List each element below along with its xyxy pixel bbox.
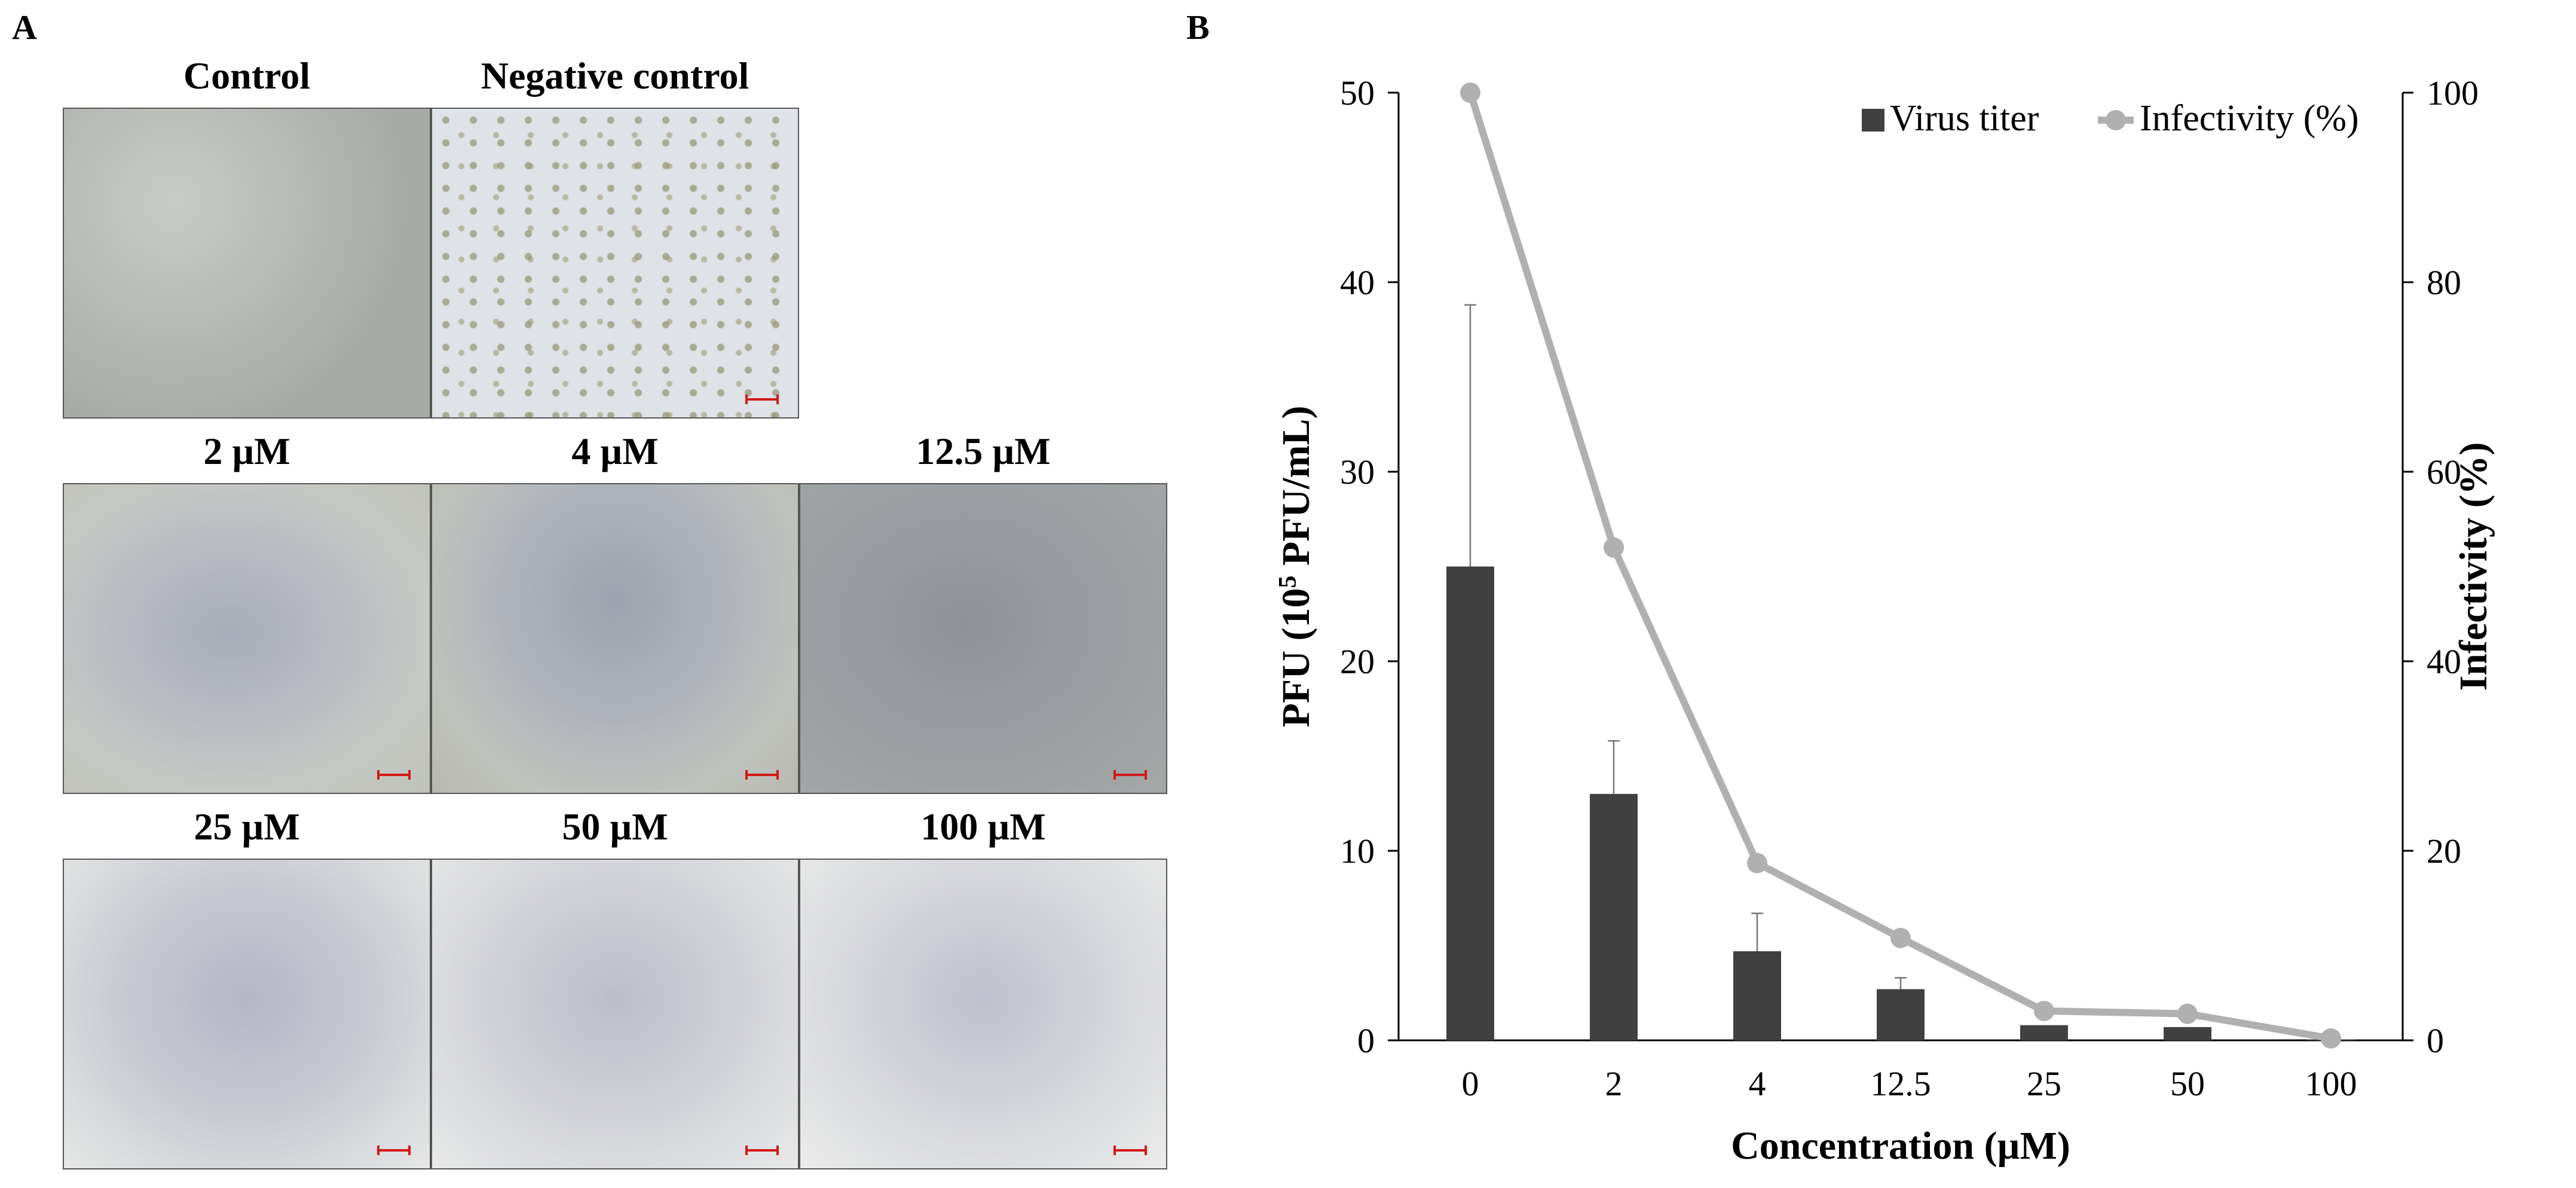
right-y-tick-label: 40 (2427, 642, 2461, 681)
virus-titer-bar (2020, 1025, 2068, 1040)
right-y-tick-label: 80 (2427, 263, 2461, 302)
infectivity-point (2034, 1000, 2054, 1021)
micrograph-image (799, 859, 1167, 1169)
x-tick-label: 50 (2170, 1064, 2205, 1103)
left-y-tick-label: 40 (1340, 263, 1375, 302)
legend-infectivity-marker (2106, 110, 2126, 130)
x-tick-label: 25 (2027, 1064, 2061, 1103)
left-y-tick-label: 30 (1340, 453, 1375, 491)
micrograph-label: Negative control (481, 54, 749, 97)
virus-titer-bar (2164, 1027, 2211, 1040)
right-y-tick-label: 100 (2427, 74, 2479, 112)
infectivity-point (1460, 83, 1480, 103)
infectivity-point (1604, 537, 1624, 558)
micrograph-label: 12.5 µM (916, 430, 1051, 472)
micrograph-label: 50 µM (562, 805, 668, 848)
micrograph-label: 2 µM (203, 430, 290, 472)
scale-bar (1113, 770, 1147, 780)
micrograph-image (799, 483, 1167, 794)
micrograph-image (431, 483, 799, 794)
virus-titer-bar (1733, 951, 1781, 1040)
scale-bar (745, 770, 779, 780)
panel-a-letter: A (12, 8, 37, 47)
infectivity-point (2177, 1003, 2198, 1024)
scale-bar (1113, 1146, 1147, 1155)
right-y-axis-label: Infectivity (%) (2452, 442, 2495, 691)
micrograph-image (63, 859, 431, 1169)
x-tick-label: 2 (1605, 1064, 1623, 1103)
virus-titer-bar (1446, 566, 1494, 1040)
scale-bar (377, 770, 411, 780)
scale-bar (745, 1146, 779, 1155)
x-tick-label: 4 (1749, 1064, 1766, 1103)
infectivity-point (1890, 927, 1911, 948)
scale-bar (745, 395, 779, 404)
legend-virus-titer-swatch (1862, 109, 1884, 132)
micrograph-image (63, 108, 431, 419)
right-y-tick-label: 60 (2427, 453, 2461, 491)
left-y-tick-label: 0 (1357, 1021, 1375, 1060)
scale-bar (377, 1146, 411, 1155)
micrograph-label: 100 µM (920, 805, 1046, 848)
micrograph-image (431, 859, 799, 1169)
panel-b-letter: B (1186, 8, 1210, 47)
virus-titer-bar (1590, 793, 1638, 1040)
micrograph-image (63, 483, 431, 794)
virus-titer-bar (1877, 989, 1925, 1040)
micrograph-image (431, 108, 799, 419)
right-y-tick-label: 20 (2427, 832, 2461, 871)
left-y-tick-label: 50 (1340, 74, 1375, 112)
micrograph-label: 4 µM (571, 430, 659, 472)
x-tick-label: 12.5 (1870, 1064, 1931, 1103)
x-axis-label: Concentration (µM) (1731, 1124, 2070, 1168)
infectivity-point (1747, 853, 1767, 874)
x-tick-label: 100 (2305, 1064, 2357, 1103)
pfu-infectivity-chart: 0 10 20 30 40 50 0 20 40 60 80 100 0 2 4 12.5 25 50 100 Vir… (1274, 74, 2495, 1168)
left-y-tick-label: 20 (1340, 642, 1375, 681)
right-y-tick-label: 0 (2427, 1021, 2444, 1060)
x-tick-label: 0 (1462, 1064, 1479, 1103)
infectivity-point (2321, 1028, 2341, 1049)
legend-virus-titer-label: Virus titer (1890, 98, 2039, 139)
left-y-tick-label: 10 (1340, 832, 1375, 871)
micrograph-label: 25 µM (194, 805, 300, 848)
micrograph-label: Control (183, 54, 311, 97)
left-y-axis-label: PFU (105 PFU/mL) (1274, 406, 1318, 728)
legend-infectivity-label: Infectivity (%) (2140, 98, 2359, 139)
